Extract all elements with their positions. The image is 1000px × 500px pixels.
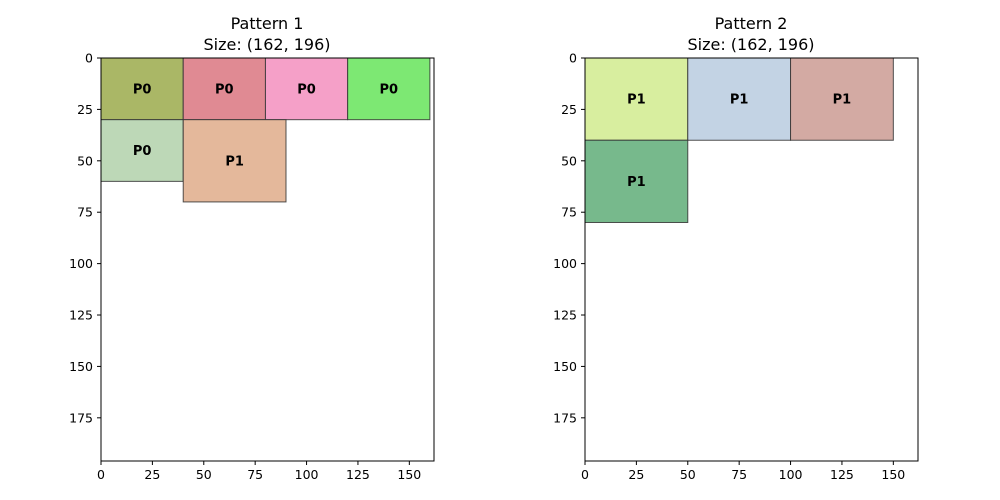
rect-label: P1 [627, 93, 646, 108]
packing-rects: P1 P1 P1 P1 [584, 57, 894, 223]
rect-label: P1 [833, 93, 852, 108]
chart-title: Pattern 1 [231, 14, 304, 33]
y-tick-label: 25 [561, 102, 577, 117]
y-tick-label: 75 [561, 205, 577, 220]
x-tick-label: 125 [346, 467, 370, 482]
y-tick-label: 0 [569, 51, 577, 66]
y-tick-label: 0 [85, 51, 93, 66]
x-tick-label: 150 [881, 467, 905, 482]
rect-label: P0 [379, 82, 398, 97]
rect-p0-3 [347, 57, 431, 121]
chart-pattern-2: Pattern 2 Size: (162, 196) P1 P1 P1 P1 0 25 5… [553, 14, 919, 482]
rect-p0-0 [100, 57, 184, 121]
y-tick-label: 125 [553, 308, 577, 323]
rect-label: P0 [133, 82, 152, 97]
rect-label: P1 [627, 175, 646, 190]
x-tick-label: 25 [144, 467, 160, 482]
rect-label: P0 [215, 82, 234, 97]
x-tick-label: 50 [196, 467, 212, 482]
chart-title: Pattern 2 [715, 14, 788, 33]
rect-label: P1 [225, 154, 244, 169]
chart-pattern-1: Pattern 1 Size: (162, 196) P0 P0 P0 P0P0P1 … [69, 14, 435, 482]
y-tick-label: 125 [69, 308, 93, 323]
chart-subtitle: Size: (162, 196) [203, 35, 330, 54]
y-tick-label: 100 [553, 256, 577, 271]
x-tick-label: 75 [731, 467, 747, 482]
rect-label: P0 [133, 144, 152, 159]
y-tick-label: 75 [77, 205, 93, 220]
x-tick-label: 150 [397, 467, 421, 482]
rect-p1-2 [790, 57, 894, 141]
rect-p1-1 [687, 57, 792, 141]
x-tick-label: 125 [830, 467, 854, 482]
x-tick-label: 75 [247, 467, 263, 482]
packing-rects: P0 P0 P0 P0 P0 P1 [100, 57, 431, 203]
axes-frame [584, 57, 919, 462]
x-tick-label: 50 [680, 467, 696, 482]
rect-p0-4 [100, 119, 184, 182]
rect-p1-5 [182, 119, 287, 203]
y-tick-label: 50 [77, 153, 93, 168]
y-tick-label: 150 [553, 359, 577, 374]
y-tick-label: 175 [69, 410, 93, 425]
axes: 0 25 50 75 100 125 150 0 25 50 75 100 125 150 175 [69, 51, 435, 482]
x-tick-label: 100 [295, 467, 319, 482]
x-tick-label: 100 [779, 467, 803, 482]
y-tick-label: 100 [69, 256, 93, 271]
rect-label: P1 [730, 93, 749, 108]
x-tick-label: 25 [628, 467, 644, 482]
rect-label: P0 [297, 82, 316, 97]
chart-subtitle: Size: (162, 196) [687, 35, 814, 54]
y-tick-label: 25 [77, 102, 93, 117]
axes: 0 25 50 75 100 125 150 0 25 50 75 100 125 150 175 [553, 51, 919, 482]
rect-p1-3 [584, 139, 689, 223]
rect-p0-1 [182, 57, 266, 121]
axes-frame [100, 57, 435, 462]
y-tick-label: 50 [561, 153, 577, 168]
x-tick-label: 0 [97, 467, 105, 482]
y-tick-label: 175 [553, 410, 577, 425]
x-tick-label: 0 [581, 467, 589, 482]
y-tick-label: 150 [69, 359, 93, 374]
